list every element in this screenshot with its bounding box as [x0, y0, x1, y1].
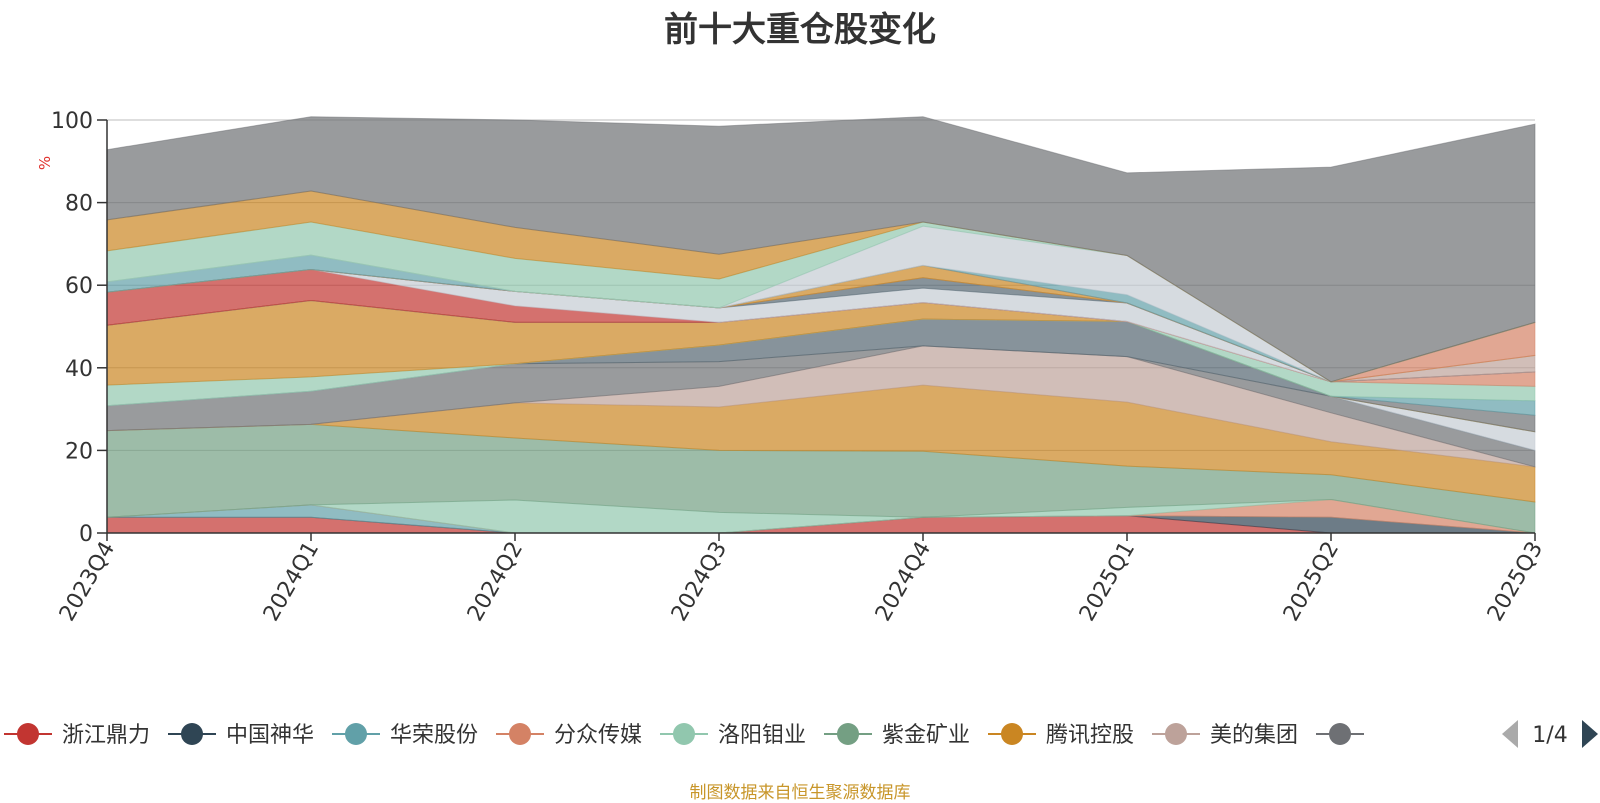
x-tick-label: 2024Q1: [259, 538, 324, 626]
legend-items: 浙江鼎力 中国神华 华荣股份 分众传媒 洛阳钼业 紫金矿业 腾讯控股 美的集团: [4, 723, 1364, 748]
legend-prev-icon[interactable]: [1502, 720, 1518, 748]
legend-item[interactable]: 浙江鼎力: [4, 723, 150, 748]
legend-next-icon[interactable]: [1582, 720, 1598, 748]
y-tick-label: 0: [79, 522, 93, 547]
legend-item[interactable]: 分众传媒: [496, 723, 642, 748]
legend-marker: [1001, 723, 1023, 745]
legend-label: 分众传媒: [554, 723, 642, 748]
legend-label: 华荣股份: [390, 723, 478, 748]
legend-marker: [181, 723, 203, 745]
legend-marker: [673, 723, 695, 745]
y-axis-label: %: [36, 156, 54, 170]
legend-item[interactable]: 中国神华: [168, 723, 314, 748]
y-tick-label: 20: [65, 439, 93, 464]
area-其他: [106, 116, 1536, 383]
legend-item[interactable]: 紫金矿业: [824, 723, 970, 748]
legend-label: 浙江鼎力: [62, 723, 150, 748]
legend-label: 美的集团: [1210, 723, 1298, 748]
x-tick-label: 2024Q4: [871, 538, 936, 626]
y-tick-label: 100: [51, 109, 93, 134]
x-tick-label: 2025Q1: [1075, 538, 1140, 626]
chart-title: 前十大重仓股变化: [664, 10, 936, 50]
y-tick-label: 60: [65, 274, 93, 299]
legend-label: 洛阳钼业: [718, 723, 806, 748]
x-tick-label: 2024Q3: [667, 538, 732, 626]
legend-label: 腾讯控股: [1046, 723, 1134, 748]
legend-item[interactable]: 洛阳钼业: [660, 723, 806, 748]
legend-marker: [17, 723, 39, 745]
legend-layer: 浙江鼎力 中国神华 华荣股份 分众传媒 洛阳钼业 紫金矿业 腾讯控股 美的集团 1/4: [4, 720, 1598, 748]
legend-marker: [1165, 723, 1187, 745]
x-tick-label: 2025Q2: [1279, 538, 1344, 626]
x-tick-label: 2023Q4: [55, 538, 120, 626]
data-source-note: 制图数据来自恒生聚源数据库: [689, 783, 911, 803]
x-tick-label: 2025Q3: [1483, 538, 1548, 626]
y-tick-label: 40: [65, 357, 93, 382]
legend-page-indicator: 1/4: [1532, 723, 1567, 748]
legend-label: 中国神华: [226, 723, 314, 748]
legend-marker: [509, 723, 531, 745]
legend-marker: [345, 723, 367, 745]
legend-marker: [1329, 723, 1351, 745]
x-tick-label: 2024Q2: [463, 538, 528, 626]
legend-marker: [837, 723, 859, 745]
legend-item[interactable]: 华荣股份: [332, 723, 478, 748]
legend-label: 紫金矿业: [882, 723, 970, 748]
legend-item[interactable]: 腾讯控股: [988, 723, 1134, 748]
area-layer: [106, 116, 1536, 534]
legend-item[interactable]: [1316, 723, 1364, 745]
y-tick-label: 80: [65, 192, 93, 217]
legend-item[interactable]: 美的集团: [1152, 723, 1298, 748]
